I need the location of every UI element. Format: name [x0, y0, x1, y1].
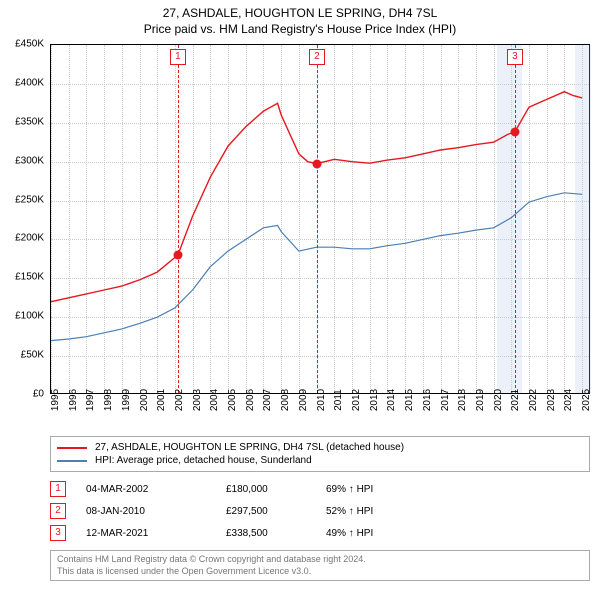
x-tick-label: 2013: [369, 389, 380, 411]
y-axis-labels: £0£50K£100K£150K£200K£250K£300K£350K£400…: [0, 44, 48, 394]
footer: Contains HM Land Registry data © Crown c…: [50, 550, 590, 581]
legend-swatch: [57, 447, 87, 449]
legend-label: 27, ASHDALE, HOUGHTON LE SPRING, DH4 7SL…: [95, 442, 404, 453]
event-row: 2 08-JAN-2010£297,50052% ↑ HPI: [50, 500, 590, 522]
y-tick-label: £400K: [15, 77, 44, 88]
x-tick-label: 2022: [528, 389, 539, 411]
x-tick-label: 2021: [510, 389, 521, 411]
x-tick-label: 2015: [404, 389, 415, 411]
event-row: 1 04-MAR-2002£180,00069% ↑ HPI: [50, 478, 590, 500]
x-tick-label: 2003: [192, 389, 203, 411]
line-series: [51, 45, 591, 395]
x-tick-label: 1998: [103, 389, 114, 411]
event-marker-box: 2: [50, 503, 66, 519]
plot-border: 1 2 3: [50, 44, 590, 394]
y-tick-label: £0: [33, 389, 44, 400]
x-tick-label: 2016: [422, 389, 433, 411]
x-tick-label: 2007: [262, 389, 273, 411]
event-price: £180,000: [226, 484, 326, 495]
chart-marker-box: 1: [170, 49, 186, 65]
x-tick-label: 2018: [457, 389, 468, 411]
y-tick-label: £250K: [15, 194, 44, 205]
chart-plot-area: 1 2 3: [50, 44, 590, 394]
x-tick-label: 2025: [581, 389, 592, 411]
legend-row: HPI: Average price, detached house, Sund…: [57, 454, 583, 467]
chart-marker-box: 3: [507, 49, 523, 65]
title-address: 27, ASHDALE, HOUGHTON LE SPRING, DH4 7SL: [0, 6, 600, 20]
x-tick-label: 2008: [280, 389, 291, 411]
x-tick-label: 2024: [563, 389, 574, 411]
y-tick-label: £450K: [15, 39, 44, 50]
event-date: 12-MAR-2021: [86, 528, 226, 539]
legend-row: 27, ASHDALE, HOUGHTON LE SPRING, DH4 7SL…: [57, 441, 583, 454]
x-tick-label: 2002: [174, 389, 185, 411]
y-tick-label: £150K: [15, 272, 44, 283]
event-pct: 49% ↑ HPI: [326, 528, 590, 539]
chart-marker-dot: [173, 251, 182, 260]
footer-line2: This data is licensed under the Open Gov…: [57, 566, 583, 578]
x-tick-label: 2001: [156, 389, 167, 411]
y-tick-label: £350K: [15, 116, 44, 127]
event-marker-box: 1: [50, 481, 66, 497]
x-tick-label: 1995: [50, 389, 61, 411]
x-tick-label: 1997: [85, 389, 96, 411]
legend-label: HPI: Average price, detached house, Sund…: [95, 455, 312, 466]
x-tick-label: 2014: [386, 389, 397, 411]
x-tick-label: 2020: [493, 389, 504, 411]
chart-marker-dot: [312, 159, 321, 168]
x-tick-label: 2012: [351, 389, 362, 411]
legend-swatch: [57, 460, 87, 462]
chart-marker-dot: [510, 127, 519, 136]
title-subtitle: Price paid vs. HM Land Registry's House …: [0, 22, 600, 36]
x-tick-label: 2004: [209, 389, 220, 411]
x-tick-label: 1999: [121, 389, 132, 411]
y-tick-label: £300K: [15, 155, 44, 166]
x-tick-label: 2019: [475, 389, 486, 411]
y-tick-label: £200K: [15, 233, 44, 244]
x-tick-label: 2010: [316, 389, 327, 411]
event-price: £297,500: [226, 506, 326, 517]
x-tick-label: 2006: [245, 389, 256, 411]
event-date: 04-MAR-2002: [86, 484, 226, 495]
x-axis-labels: 1995199619971998199920002001200220032004…: [50, 396, 590, 436]
event-pct: 52% ↑ HPI: [326, 506, 590, 517]
event-date: 08-JAN-2010: [86, 506, 226, 517]
x-tick-label: 2000: [139, 389, 150, 411]
y-tick-label: £50K: [21, 350, 44, 361]
event-row: 3 12-MAR-2021£338,50049% ↑ HPI: [50, 522, 590, 544]
footer-line1: Contains HM Land Registry data © Crown c…: [57, 554, 583, 566]
legend: 27, ASHDALE, HOUGHTON LE SPRING, DH4 7SL…: [50, 436, 590, 472]
x-tick-label: 2023: [546, 389, 557, 411]
events-table: 1 04-MAR-2002£180,00069% ↑ HPI 2 08-JAN-201…: [50, 478, 590, 544]
y-tick-label: £100K: [15, 311, 44, 322]
x-tick-label: 2005: [227, 389, 238, 411]
x-tick-label: 2011: [333, 389, 344, 411]
event-pct: 69% ↑ HPI: [326, 484, 590, 495]
x-tick-label: 1996: [68, 389, 79, 411]
event-marker-box: 3: [50, 525, 66, 541]
x-tick-label: 2009: [298, 389, 309, 411]
chart-marker-box: 2: [309, 49, 325, 65]
event-price: £338,500: [226, 528, 326, 539]
x-tick-label: 2017: [440, 389, 451, 411]
